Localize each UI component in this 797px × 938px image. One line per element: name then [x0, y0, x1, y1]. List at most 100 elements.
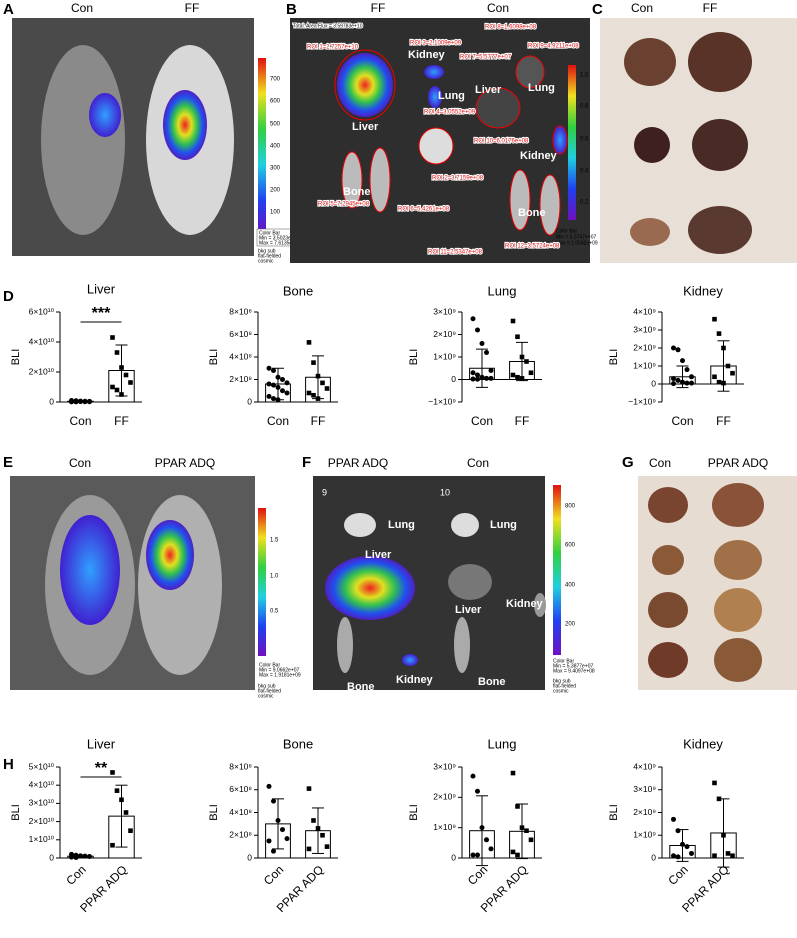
- panel-title: FF: [371, 1, 386, 15]
- note: flat-fielded: [258, 688, 281, 694]
- data-point: [324, 386, 330, 391]
- organ-label: Lung: [490, 519, 517, 531]
- chart-title: Kidney: [683, 736, 723, 751]
- y-tick-label: 3×10⁹: [433, 306, 456, 316]
- data-point: [671, 345, 676, 351]
- y-tick-label: 2×10⁹: [433, 792, 456, 802]
- panel-title: Con: [71, 1, 93, 15]
- panel-letter: E: [3, 454, 13, 471]
- organ: [341, 151, 363, 209]
- data-point: [470, 370, 476, 376]
- data-point: [315, 396, 321, 401]
- panel-title: Con: [631, 1, 653, 15]
- chart-title: Kidney: [683, 283, 723, 298]
- data-point: [488, 368, 494, 373]
- organ-label: Kidney: [408, 49, 446, 61]
- y-tick-label: 2×10⁹: [633, 342, 656, 352]
- data-point: [280, 377, 285, 382]
- chart-title: Liver: [87, 736, 116, 751]
- chart-title: Bone: [283, 283, 313, 298]
- organ: [344, 513, 376, 537]
- data-point: [315, 826, 321, 831]
- data-point: [119, 392, 124, 397]
- data-point: [510, 770, 516, 776]
- data-point: [730, 853, 735, 859]
- roi-label: ROI 11=2.5347e+08: [428, 250, 483, 256]
- x-tick-label: Con: [63, 862, 88, 887]
- y-tick-label: 0: [651, 378, 656, 388]
- panel-e: E Con PPAR ADQ 1.5 1.0 0.5 Color Bar Min…: [3, 454, 301, 699]
- data-point: [528, 370, 534, 376]
- x-tick-label: Con: [261, 862, 286, 887]
- data-point: [510, 372, 516, 378]
- data-point: [510, 849, 516, 855]
- organ: [648, 592, 688, 628]
- data-point: [689, 850, 694, 856]
- total-flux: Total: Area Flux = 3.59783e+10: [293, 23, 363, 29]
- note: Color Bar: [556, 228, 577, 234]
- x-tick-label: Con: [69, 414, 91, 428]
- y-tick-label: 0: [451, 852, 456, 862]
- x-tick-label: FF: [716, 414, 731, 428]
- note: Color Bar: [259, 230, 280, 236]
- data-point: [73, 399, 79, 405]
- data-point: [275, 397, 281, 403]
- note: bkg sub: [258, 683, 276, 689]
- data-point: [284, 836, 290, 842]
- y-tick-label: −1×10⁹: [628, 396, 656, 406]
- data-point: [510, 318, 516, 324]
- organ: [418, 127, 454, 165]
- organ: [515, 55, 545, 89]
- color-bar: [568, 65, 576, 220]
- panel-b: B FF Con 1.0 0.8 0.6 0.4 0.2 Color Bar M…: [286, 1, 598, 263]
- data-point: [689, 380, 694, 386]
- panel-letter: H: [3, 756, 14, 773]
- scale-label: 700: [270, 77, 281, 83]
- data-point: [128, 380, 133, 385]
- signal: [424, 65, 444, 79]
- scale-label: 600: [270, 99, 281, 105]
- y-tick-label: 4×10⁸: [229, 807, 252, 817]
- y-tick-label: 6×10¹⁰: [29, 306, 55, 316]
- data-point: [519, 825, 525, 830]
- scale-label: 0.4: [580, 169, 589, 175]
- y-tick-label: 3×10⁹: [633, 784, 656, 794]
- data-point: [524, 359, 529, 364]
- y-tick-label: 4×10¹⁰: [29, 779, 55, 789]
- data-point: [320, 832, 325, 838]
- data-point: [470, 852, 476, 858]
- scale-label: 100: [270, 210, 281, 216]
- data-point: [684, 380, 690, 386]
- data-point: [730, 370, 735, 376]
- organ: [552, 125, 568, 155]
- panel-title: PPAR ADQ: [328, 456, 388, 470]
- note: bkg sub: [553, 678, 571, 684]
- roi-label: ROI 10=6.0176e+08: [474, 139, 529, 145]
- organ-label: Liver: [475, 84, 502, 96]
- data-point: [680, 841, 685, 847]
- organ: [630, 218, 670, 246]
- organ-label: Bone: [518, 207, 546, 219]
- panel-title: PPAR ADQ: [708, 456, 768, 470]
- organ: [534, 593, 546, 617]
- data-point: [475, 852, 480, 858]
- roi: [334, 49, 396, 121]
- data-point: [114, 788, 120, 793]
- signal: [428, 86, 442, 108]
- roi-label: ROI 8=1.6098e+08: [485, 25, 537, 31]
- data-point: [515, 852, 520, 858]
- y-tick-label: −1×10⁹: [428, 396, 456, 406]
- y-tick-label: 2×10⁸: [229, 830, 252, 840]
- organ: [454, 617, 470, 673]
- signal: [325, 556, 415, 620]
- data-point: [311, 818, 316, 823]
- scale-label: 1.5: [270, 538, 279, 544]
- y-tick-label: 1×10⁹: [433, 822, 456, 832]
- data-point: [721, 832, 726, 838]
- note: Max = 7.6135e+08: [259, 240, 301, 246]
- data-point: [110, 770, 115, 775]
- signal: [146, 520, 194, 590]
- data-point: [119, 365, 124, 370]
- color-bar: [258, 58, 266, 236]
